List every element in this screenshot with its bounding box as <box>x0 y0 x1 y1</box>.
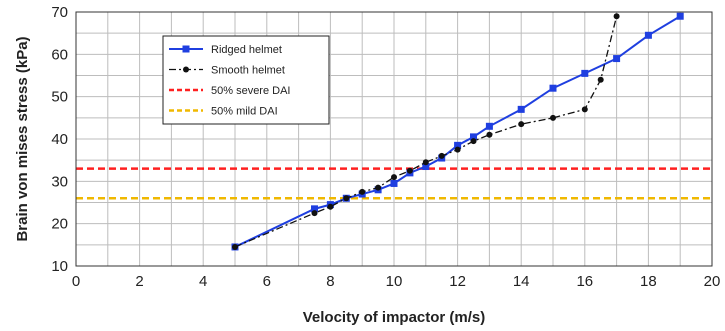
series-layer <box>231 12 684 251</box>
x-tick-label: 2 <box>135 273 143 290</box>
legend-box <box>162 35 330 125</box>
legend-marker <box>183 66 189 73</box>
data-point <box>518 121 525 128</box>
data-point <box>581 106 588 113</box>
y-axis-title: Brain von mises stress (kPa) <box>14 36 31 241</box>
y-tick-label: 60 <box>51 46 68 63</box>
legend: Ridged helmet Smooth helmet 50% severe DAI… <box>162 35 330 125</box>
data-point <box>644 31 652 39</box>
data-point <box>390 179 398 187</box>
x-tick-label: 12 <box>449 273 466 290</box>
data-point <box>517 105 525 113</box>
x-tick-label: 10 <box>386 273 403 290</box>
legend-label: Smooth helmet <box>211 65 285 77</box>
y-tick-label: 70 <box>51 4 68 21</box>
x-tick-label: 0 <box>72 273 80 290</box>
data-point <box>422 163 430 171</box>
legend-label: 50% mild DAI <box>211 106 278 118</box>
data-point <box>470 138 477 145</box>
data-point <box>486 131 493 138</box>
data-point <box>581 69 589 77</box>
data-point <box>406 167 413 174</box>
y-tick-label: 20 <box>51 216 68 233</box>
data-point <box>232 243 238 250</box>
data-point <box>311 205 318 213</box>
data-point <box>454 141 462 149</box>
x-tick-label: 6 <box>263 273 271 290</box>
y-tick-label: 30 <box>51 173 68 190</box>
x-tick-label: 20 <box>704 273 721 290</box>
data-point <box>485 122 493 130</box>
y-tick-label: 10 <box>51 258 68 275</box>
data-point <box>391 174 397 181</box>
x-tick-label: 8 <box>326 273 334 290</box>
x-tick-label: 14 <box>513 273 530 290</box>
x-axis-ticks: 0 2 4 6 8 10 12 14 16 18 20 <box>72 273 721 290</box>
y-axis-ticks: 10 20 30 40 50 60 70 <box>51 4 68 275</box>
series-line <box>234 16 618 248</box>
x-tick-label: 18 <box>640 273 657 290</box>
data-point <box>359 188 366 195</box>
data-point <box>327 203 334 210</box>
plot-frame <box>75 11 713 267</box>
data-point <box>676 12 684 20</box>
data-point <box>375 184 382 191</box>
data-point <box>549 84 557 92</box>
legend-label: Ridged helmet <box>211 44 282 56</box>
x-axis-title: Velocity of impactor (m/s) <box>303 309 486 326</box>
x-tick-label: 16 <box>576 273 593 290</box>
reference-lines <box>76 167 712 200</box>
data-point <box>343 195 350 202</box>
y-tick-label: 40 <box>51 131 68 148</box>
legend-label: 50% severe DAI <box>211 85 290 97</box>
data-point <box>550 114 556 121</box>
x-tick-label: 4 <box>199 273 207 290</box>
data-point <box>438 152 445 159</box>
data-point <box>613 55 621 63</box>
data-point <box>613 13 620 20</box>
data-point <box>470 133 477 141</box>
y-tick-label: 50 <box>51 89 68 106</box>
legend-marker <box>182 45 190 53</box>
data-point <box>454 146 461 153</box>
data-point <box>597 76 604 83</box>
data-point <box>311 210 318 217</box>
data-point <box>422 159 429 166</box>
